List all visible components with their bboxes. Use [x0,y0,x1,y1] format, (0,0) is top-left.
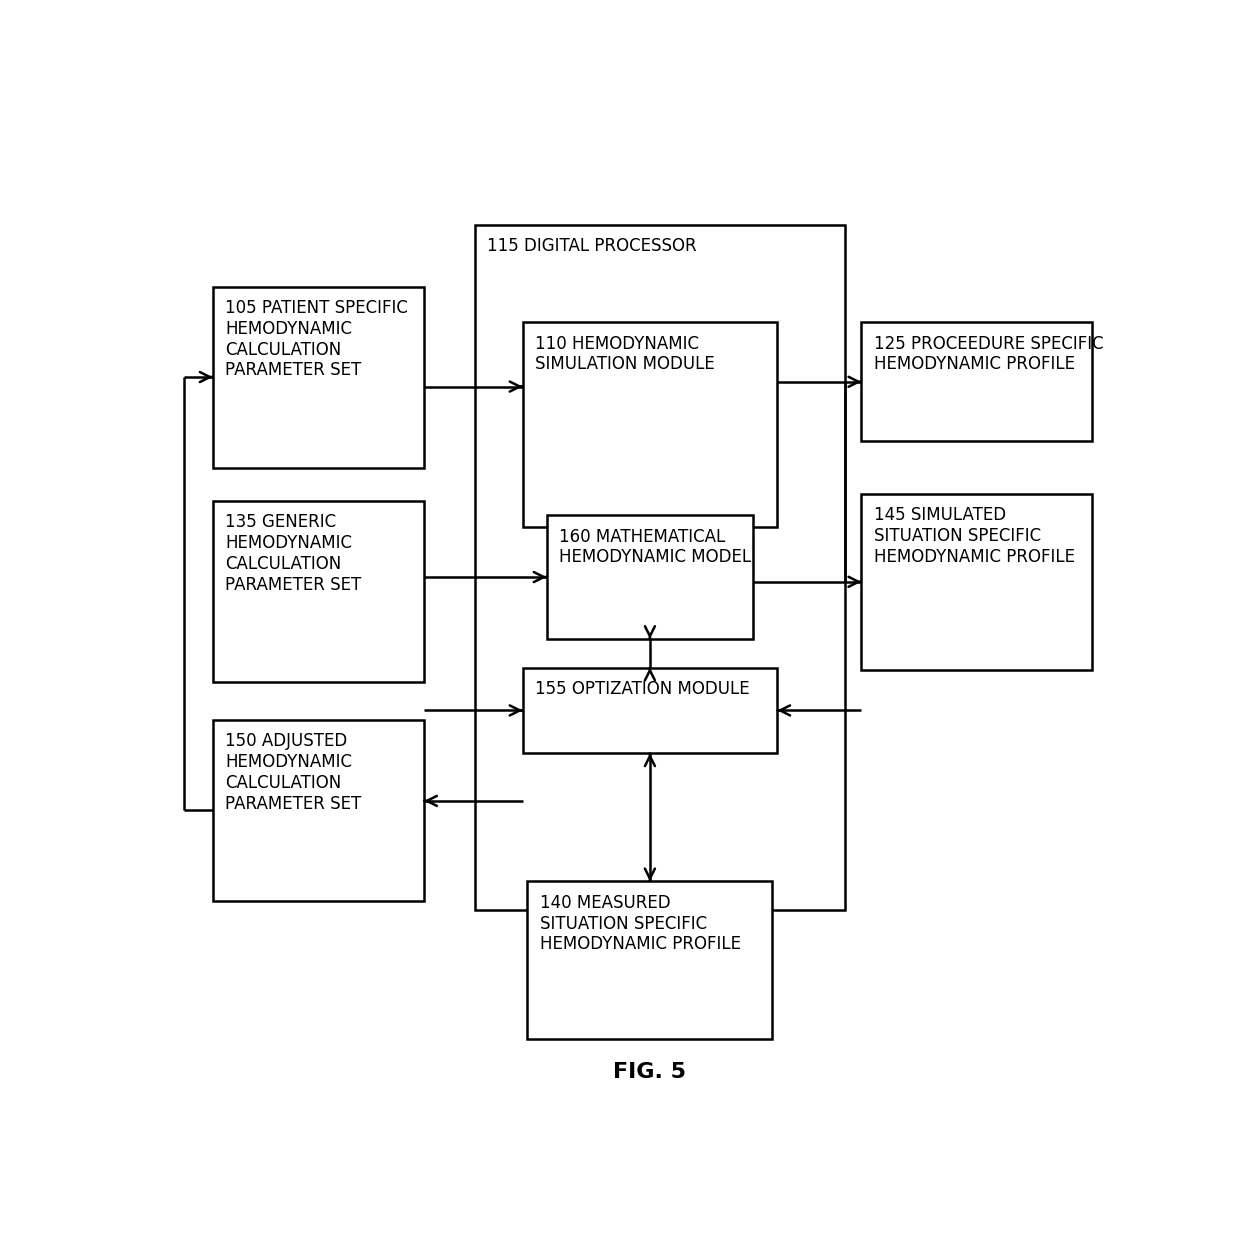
Text: FIG. 5: FIG. 5 [614,1063,687,1082]
Text: 115 DIGITAL PROCESSOR: 115 DIGITAL PROCESSOR [487,238,697,255]
Text: 160 MATHEMATICAL
HEMODYNAMIC MODEL: 160 MATHEMATICAL HEMODYNAMIC MODEL [559,527,751,567]
Text: 140 MEASURED
SITUATION SPECIFIC
HEMODYNAMIC PROFILE: 140 MEASURED SITUATION SPECIFIC HEMODYNA… [539,894,740,954]
FancyBboxPatch shape [475,225,844,910]
FancyBboxPatch shape [547,515,753,640]
FancyBboxPatch shape [213,287,424,468]
FancyBboxPatch shape [522,668,777,753]
Text: 135 GENERIC
HEMODYNAMIC
CALCULATION
PARAMETER SET: 135 GENERIC HEMODYNAMIC CALCULATION PARA… [226,513,361,594]
FancyBboxPatch shape [213,501,424,682]
Text: 125 PROCEEDURE SPECIFIC
HEMODYNAMIC PROFILE: 125 PROCEEDURE SPECIFIC HEMODYNAMIC PROF… [874,335,1104,374]
Text: 150 ADJUSTED
HEMODYNAMIC
CALCULATION
PARAMETER SET: 150 ADJUSTED HEMODYNAMIC CALCULATION PAR… [226,732,361,813]
FancyBboxPatch shape [522,323,777,527]
Text: 110 HEMODYNAMIC
SIMULATION MODULE: 110 HEMODYNAMIC SIMULATION MODULE [536,335,714,374]
FancyBboxPatch shape [862,323,1092,442]
Text: 155 OPTIZATION MODULE: 155 OPTIZATION MODULE [536,680,750,698]
FancyBboxPatch shape [527,882,773,1039]
Text: 145 SIMULATED
SITUATION SPECIFIC
HEMODYNAMIC PROFILE: 145 SIMULATED SITUATION SPECIFIC HEMODYN… [874,506,1075,565]
FancyBboxPatch shape [862,494,1092,670]
FancyBboxPatch shape [213,720,424,901]
Text: 105 PATIENT SPECIFIC
HEMODYNAMIC
CALCULATION
PARAMETER SET: 105 PATIENT SPECIFIC HEMODYNAMIC CALCULA… [226,299,408,380]
